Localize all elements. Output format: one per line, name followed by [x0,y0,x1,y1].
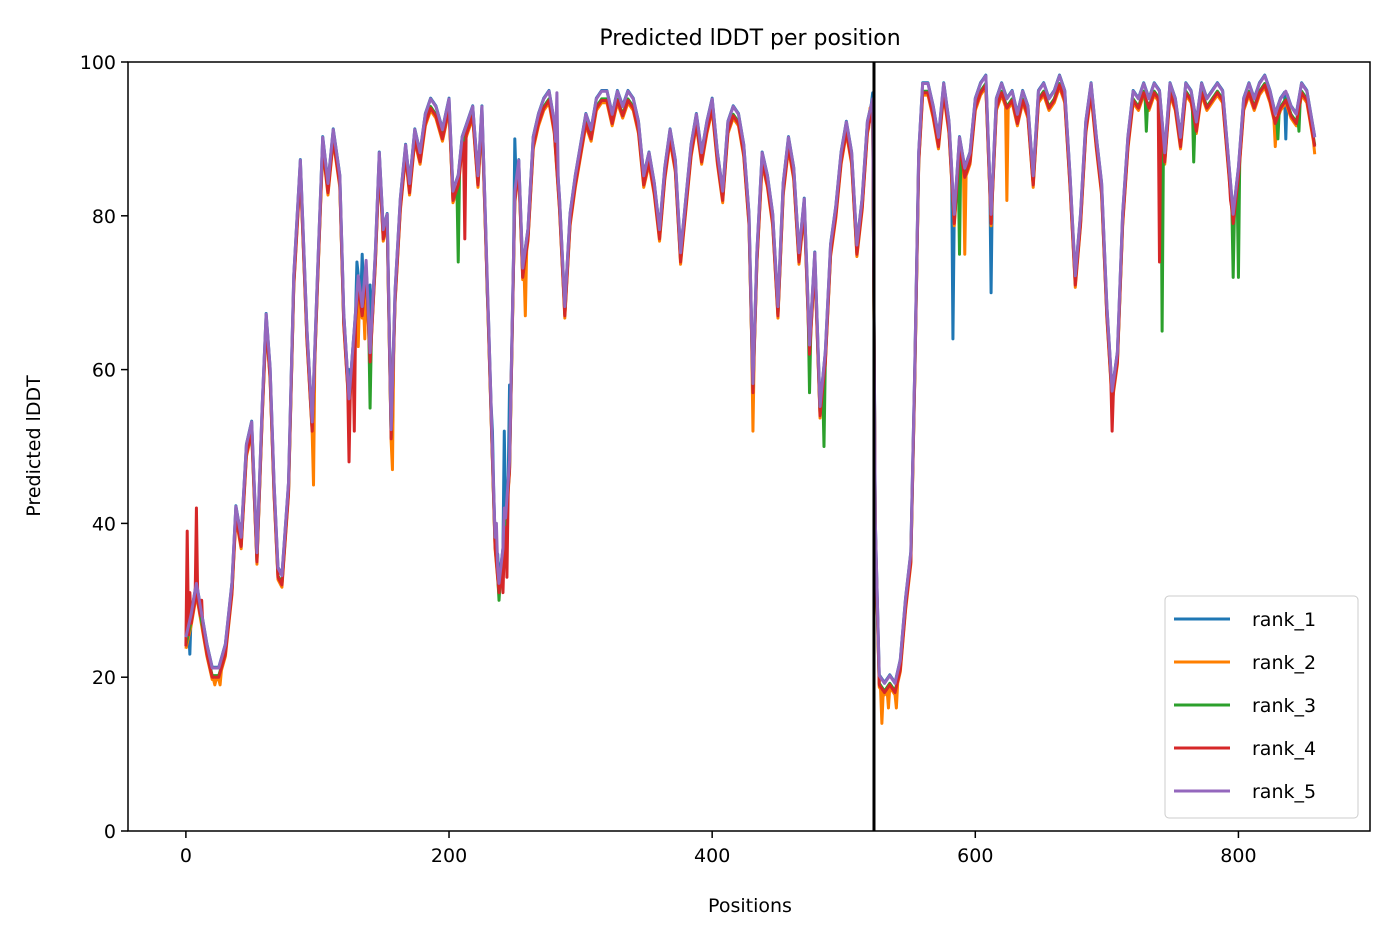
series-line-rank_5 [184,74,1317,685]
y-tick-label: 0 [104,821,116,843]
y-tick-label: 20 [92,667,116,689]
legend-box [1164,595,1359,819]
plot-lines [184,73,1317,725]
legend-label-rank_4: rank_4 [1252,738,1316,760]
legend-label-rank_1: rank_1 [1252,609,1316,631]
legend: rank_1 rank_2 rank_3 rank_4 rank_5 [1164,595,1359,819]
x-tick-label: 200 [431,845,467,867]
x-tick-label: 800 [1220,845,1256,867]
chart-title: Predicted lDDT per position [599,26,900,51]
y-axis-ticks: 0 20 40 60 80 100 [80,52,128,843]
x-axis-ticks: 0 200 400 600 800 [180,831,1257,867]
y-tick-label: 60 [92,360,116,382]
y-tick-label: 40 [92,513,116,535]
plot-frame [127,61,1371,832]
series-line-rank_4 [184,83,1317,695]
legend-label-rank_3: rank_3 [1252,695,1316,717]
x-tick-label: 400 [694,845,730,867]
x-axis-label: Positions [708,895,792,917]
y-tick-label: 80 [92,206,116,228]
y-axis-label: Predicted lDDT [23,375,45,517]
y-tick-label: 100 [80,52,116,74]
legend-label-rank_5: rank_5 [1252,781,1316,803]
legend-label-rank_2: rank_2 [1252,652,1316,674]
x-tick-label: 600 [957,845,993,867]
x-tick-label: 0 [180,845,192,867]
